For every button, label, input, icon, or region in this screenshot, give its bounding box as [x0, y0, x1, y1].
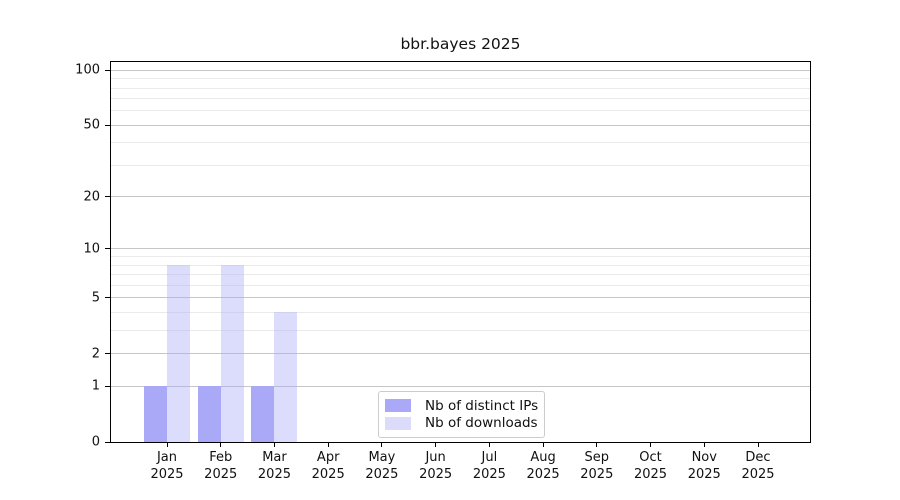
gridline-40 [111, 142, 810, 144]
gridline-1 [111, 385, 810, 387]
x-tick-month: Nov [691, 450, 717, 465]
gridline-100 [111, 69, 810, 71]
y-tick-label-100: 100 [75, 62, 100, 78]
x-tick-month: Apr [316, 450, 340, 465]
y-tick-50 [105, 124, 110, 126]
x-tick-may-2025 [381, 442, 383, 447]
bar-nb-of-downloads-feb-2025 [220, 265, 244, 442]
x-tick-month: Mar [262, 450, 287, 465]
gridline-4 [111, 311, 810, 313]
bar-nb-of-distinct-ips-mar-2025 [251, 386, 275, 442]
chart-title: bbr.bayes 2025 [400, 35, 521, 53]
y-tick-label-20: 20 [83, 189, 100, 205]
y-tick-100 [105, 69, 110, 71]
gridline-6 [111, 284, 810, 286]
x-tick-sep-2025 [596, 442, 598, 447]
x-tick-label-jun-2025: Jun 2025 [419, 450, 452, 483]
y-tick-label-1: 1 [91, 378, 100, 394]
y-tick-label-10: 10 [83, 241, 100, 257]
x-tick-month: Dec [745, 450, 771, 465]
x-tick-year: 2025 [150, 466, 184, 482]
x-tick-month: Oct [639, 450, 662, 465]
gridline-3 [111, 329, 810, 331]
y-tick-5 [105, 297, 110, 299]
x-tick-year: 2025 [472, 466, 506, 482]
gridline-70 [111, 98, 810, 100]
bar-nb-of-distinct-ips-jan-2025 [144, 386, 167, 442]
y-tick-20 [105, 196, 110, 198]
gridline-90 [111, 78, 810, 80]
y-tick-label-2: 2 [91, 346, 100, 362]
x-tick-year: 2025 [526, 466, 560, 482]
gridline-30 [111, 164, 810, 166]
x-tick-jul-2025 [488, 442, 490, 447]
x-tick-label-apr-2025: Apr 2025 [312, 450, 345, 483]
legend: Nb of distinct IPs Nb of downloads [378, 391, 545, 438]
plot-area: 0 1 2 5 10 20 50 100 Jan 2025 Feb 2025 Mar 2025 Apr 202… [75, 61, 811, 482]
x-tick-label-jul-2025: Jul 2025 [473, 450, 506, 483]
x-tick-month: May [368, 450, 396, 465]
gridline-60 [111, 110, 810, 112]
x-tick-month: Jan [156, 450, 178, 465]
bar-nb-of-downloads-mar-2025 [274, 312, 298, 442]
gridline-9 [111, 256, 810, 258]
x-tick-aug-2025 [542, 442, 544, 447]
gridline-2 [111, 353, 810, 355]
x-tick-label-feb-2025: Feb 2025 [204, 450, 237, 483]
x-tick-month: Aug [530, 450, 556, 465]
y-tick-10 [105, 248, 110, 250]
x-tick-jan-2025 [166, 442, 168, 447]
x-tick-label-sep-2025: Sep 2025 [580, 450, 613, 483]
legend-label-nb-of-distinct-ips: Nb of distinct IPs [425, 397, 539, 414]
legend-item-nb-of-downloads: Nb of downloads [385, 415, 538, 432]
legend-label-nb-of-downloads: Nb of downloads [425, 415, 538, 432]
x-tick-year: 2025 [204, 466, 238, 482]
legend-item-nb-of-distinct-ips: Nb of distinct IPs [385, 397, 539, 414]
legend-swatch-nb-of-distinct-ips [385, 399, 411, 413]
gridline-8 [111, 264, 810, 266]
x-tick-year: 2025 [741, 466, 775, 482]
x-tick-label-nov-2025: Nov 2025 [688, 450, 721, 483]
y-tick-2 [105, 353, 110, 355]
gridline-20 [111, 196, 810, 198]
x-tick-month: Jun [425, 450, 446, 465]
x-tick-label-mar-2025: Mar 2025 [258, 450, 291, 483]
x-tick-month: Feb [209, 450, 233, 465]
x-tick-year: 2025 [687, 466, 721, 482]
x-tick-year: 2025 [633, 466, 668, 482]
x-tick-apr-2025 [327, 442, 329, 447]
x-tick-year: 2025 [419, 466, 453, 482]
y-tick-label-50: 50 [83, 117, 100, 133]
gridline-5 [111, 297, 810, 299]
legend-swatch-nb-of-downloads [385, 416, 411, 430]
x-tick-dec-2025 [757, 442, 759, 447]
x-tick-label-jan-2025: Jan 2025 [150, 450, 183, 483]
x-tick-month: Sep [584, 450, 610, 465]
x-tick-month: Jul [481, 450, 498, 465]
y-tick-1 [105, 385, 110, 387]
x-tick-label-dec-2025: Dec 2025 [741, 450, 774, 483]
y-tick-label-5: 5 [91, 290, 100, 306]
gridline-7 [111, 274, 810, 276]
x-tick-jun-2025 [435, 442, 437, 447]
y-tick-label-0: 0 [91, 434, 100, 450]
x-tick-year: 2025 [257, 466, 291, 482]
x-tick-year: 2025 [365, 466, 399, 482]
x-tick-oct-2025 [650, 442, 652, 447]
x-tick-mar-2025 [273, 442, 275, 447]
gridline-80 [111, 87, 810, 89]
gridline-10 [111, 248, 810, 250]
gridline-50 [111, 124, 810, 126]
x-tick-feb-2025 [220, 442, 222, 447]
x-tick-label-oct-2025: Oct 2025 [634, 450, 667, 483]
x-tick-nov-2025 [703, 442, 705, 447]
x-tick-label-may-2025: May 2025 [365, 450, 398, 483]
y-tick-0 [105, 441, 110, 443]
x-tick-label-aug-2025: Aug 2025 [527, 450, 560, 483]
x-tick-year: 2025 [311, 466, 345, 482]
bar-nb-of-downloads-jan-2025 [167, 265, 190, 442]
x-tick-year: 2025 [580, 466, 614, 482]
bar-nb-of-distinct-ips-feb-2025 [197, 386, 221, 442]
